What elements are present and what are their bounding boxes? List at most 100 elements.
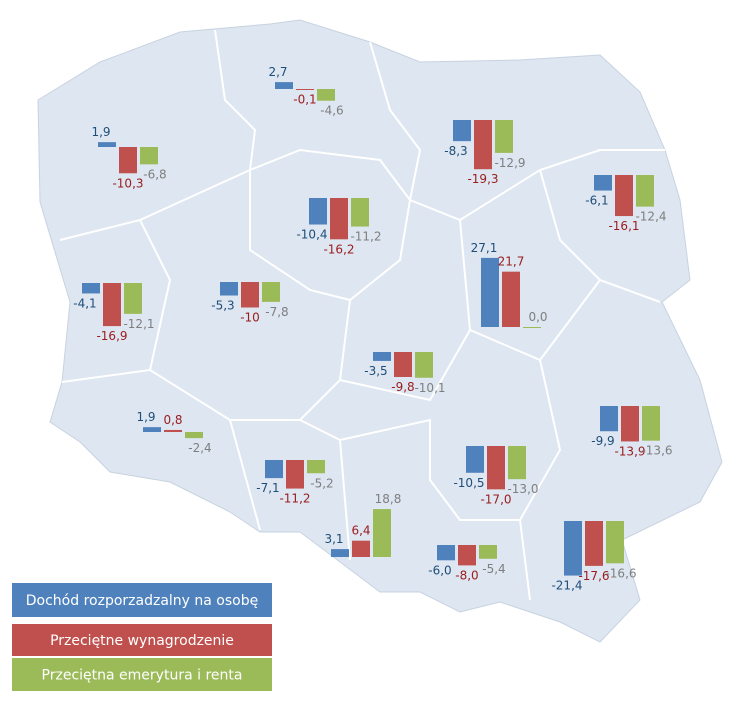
value-label: -10,5 <box>453 476 484 490</box>
bar <box>275 82 293 89</box>
bar <box>185 432 203 439</box>
bar <box>453 120 471 142</box>
bar <box>164 429 182 432</box>
bar <box>600 406 618 432</box>
legend-label: Przeciętna emerytura i renta <box>42 668 243 684</box>
legend-swatch <box>12 658 272 691</box>
value-label: -3,5 <box>364 364 387 378</box>
value-label: 21,7 <box>498 255 525 269</box>
bar <box>262 282 280 302</box>
bar <box>317 89 335 101</box>
legend-swatch <box>12 583 272 617</box>
bar <box>458 545 476 566</box>
bar <box>466 446 484 473</box>
bar <box>286 460 304 489</box>
value-label: -21,4 <box>551 579 582 593</box>
value-label: -11,2 <box>279 492 310 506</box>
bar <box>415 352 433 378</box>
value-label: -16,2 <box>323 242 354 256</box>
bar <box>437 545 455 561</box>
value-label: -17,0 <box>480 492 511 506</box>
bar <box>585 521 603 566</box>
value-label: -12,4 <box>635 210 666 224</box>
bar <box>331 549 349 557</box>
value-label: 0,0 <box>528 310 547 324</box>
value-label: -5,4 <box>482 562 505 576</box>
value-label: 3,1 <box>324 532 343 546</box>
value-label: 27,1 <box>471 241 498 255</box>
bar <box>330 198 348 240</box>
value-label: -5,2 <box>310 476 333 490</box>
bar <box>606 521 624 564</box>
value-label: -6,8 <box>143 167 166 181</box>
bar <box>373 509 391 557</box>
country-outline <box>37 19 723 643</box>
value-label: 2,7 <box>268 65 287 79</box>
value-label: -10,4 <box>296 228 327 242</box>
region-borders <box>59 29 665 601</box>
bar <box>241 282 259 308</box>
value-label: -9,8 <box>391 380 414 394</box>
bar <box>615 175 633 217</box>
value-label: -10 <box>240 311 260 325</box>
bar <box>296 89 314 90</box>
value-label: -10,3 <box>112 176 143 190</box>
value-label: -6,1 <box>585 194 608 208</box>
bar <box>636 175 654 207</box>
bar <box>394 352 412 377</box>
bar <box>487 446 505 490</box>
bar <box>265 460 283 479</box>
legend-label: Dochód rozporzadzalny na osobę <box>26 593 258 609</box>
bar <box>140 147 158 165</box>
value-label: -8,0 <box>455 568 478 582</box>
value-label: -7,1 <box>256 481 279 495</box>
bar <box>594 175 612 191</box>
value-label: -8,3 <box>444 144 467 158</box>
value-label: -0,1 <box>293 92 316 106</box>
value-label: -9,9 <box>591 434 614 448</box>
bar <box>642 406 660 441</box>
bar <box>502 271 520 327</box>
value-label: 0,8 <box>163 413 182 427</box>
value-label: -16,1 <box>608 219 639 233</box>
bar <box>523 327 541 328</box>
value-label: 1,9 <box>91 125 110 139</box>
value-label: -4,1 <box>73 296 96 310</box>
value-label: -6,0 <box>428 563 451 577</box>
bar <box>474 120 492 170</box>
value-label: -13,9 <box>614 444 645 458</box>
bar <box>564 521 582 576</box>
bar <box>124 283 142 314</box>
value-label: -17,6 <box>578 569 609 583</box>
value-label: 6,4 <box>351 524 370 538</box>
value-label: -11,2 <box>350 230 381 244</box>
value-label: -7,8 <box>265 305 288 319</box>
bar <box>103 283 121 327</box>
bar <box>621 406 639 442</box>
value-label: -12,1 <box>123 317 154 331</box>
bar <box>373 352 391 361</box>
bar <box>220 282 238 296</box>
value-label: -19,3 <box>467 172 498 186</box>
bar <box>119 147 137 174</box>
bar <box>351 198 369 227</box>
value-label: -13,0 <box>507 482 538 496</box>
value-label: -2,4 <box>188 441 211 455</box>
bar <box>143 427 161 432</box>
bar <box>508 446 526 480</box>
bar <box>307 460 325 474</box>
value-label: -13,6 <box>641 444 672 458</box>
value-label: -12,9 <box>494 156 525 170</box>
value-label: -16,6 <box>605 566 636 580</box>
value-label: 1,9 <box>136 410 155 424</box>
bar <box>98 142 116 147</box>
bar <box>479 545 497 559</box>
bar <box>309 198 327 225</box>
bar <box>495 120 513 153</box>
bar <box>481 257 499 327</box>
value-label: -5,3 <box>211 299 234 313</box>
legend-swatch <box>12 624 272 656</box>
legend-label: Przeciętne wynagrodzenie <box>50 633 234 649</box>
